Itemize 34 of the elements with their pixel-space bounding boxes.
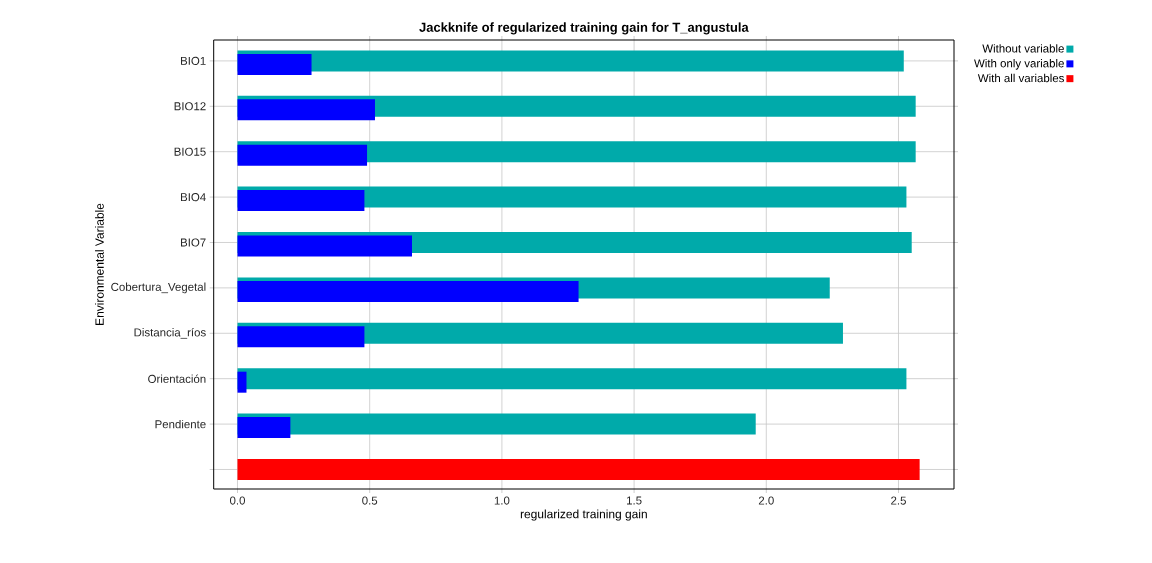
y-tick-label: Orientación [148, 374, 206, 383]
y-tick-label: BIO12 [174, 102, 206, 111]
y-axis-title: Environmental Variable [95, 203, 104, 325]
bar [237, 235, 412, 257]
bar [237, 99, 375, 121]
bar [237, 371, 247, 393]
x-tick-label: 0.5 [362, 496, 378, 505]
chart-title: Jackknife of regularized training gain for T_angustula [419, 22, 749, 35]
y-tick-label: Cobertura_Vegetal [111, 282, 206, 294]
y-tick-label: BIO1 [181, 56, 206, 65]
x-tick-label: 2.0 [758, 496, 774, 505]
bar [237, 50, 904, 72]
bar [237, 190, 365, 212]
y-tick-label: BIO4 [181, 193, 206, 202]
x-tick-label: 1.0 [494, 496, 510, 505]
legend-label: Without variable [982, 44, 1064, 53]
x-tick-label: 1.5 [627, 496, 642, 505]
bar [237, 417, 291, 439]
x-axis-title: regularized training gain [520, 509, 647, 521]
x-tick-label: 2.5 [891, 496, 906, 505]
bar [237, 280, 579, 302]
bar [237, 413, 756, 435]
bar [237, 326, 365, 348]
x-tick-label: 0.0 [229, 496, 246, 505]
y-tick-label: BIO15 [174, 147, 206, 156]
legend-label: With all variables [977, 73, 1064, 83]
y-tick-label: Distancia_ríos [134, 327, 206, 339]
bar [237, 458, 920, 480]
legend-label: With only variable [974, 58, 1064, 70]
y-tick-label: BIO7 [181, 238, 206, 247]
bar [237, 53, 312, 75]
y-tick-label: Pendiente [155, 419, 206, 429]
bar [237, 368, 907, 390]
bar [237, 144, 368, 166]
